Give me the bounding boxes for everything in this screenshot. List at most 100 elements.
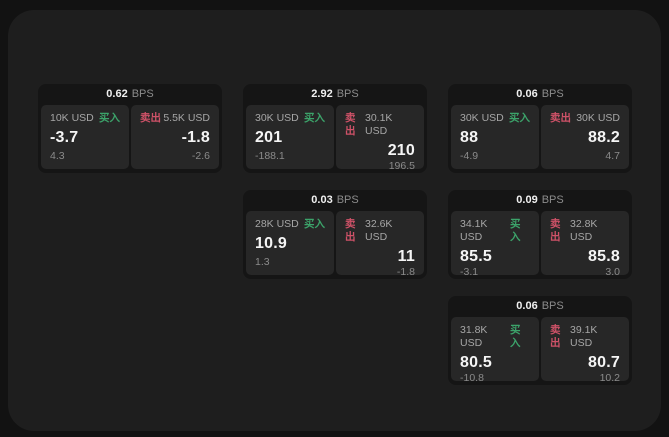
sell-size-label: 30.1K USD <box>364 112 393 137</box>
quote-card: 0.09 BPS 34.1K USD 买入 85.5 -3.1 卖出 32.8K… <box>448 190 632 279</box>
buy-tile-header: 28K USD 买入 <box>255 218 325 231</box>
bps-unit-label: BPS <box>541 194 564 206</box>
quote-card-body: 30K USD 买入 88 -4.9 卖出 30K USD 88.2 4.7 <box>451 105 629 169</box>
bps-value: 2.92 <box>311 88 333 100</box>
sell-button[interactable]: 卖出 <box>345 112 356 137</box>
bps-unit-label: BPS <box>336 88 359 100</box>
buy-size-label: 30K USD <box>255 112 299 124</box>
buy-sub-value: -10.8 <box>460 372 484 384</box>
sell-price: 210 <box>387 142 415 159</box>
buy-price: 88 <box>460 129 479 146</box>
bps-value: 0.62 <box>106 88 128 100</box>
sell-tile[interactable]: 卖出 32.6K USD 11 -1.8 <box>336 211 424 278</box>
buy-tile-header: 30K USD 买入 <box>255 112 325 125</box>
sell-button[interactable]: 卖出 <box>140 112 161 124</box>
quote-card: 0.06 BPS 30K USD 买入 88 -4.9 卖出 30K USD 8… <box>448 84 632 173</box>
buy-price: -3.7 <box>50 129 79 146</box>
bps-header: 0.06 BPS <box>451 296 629 317</box>
bps-value: 0.03 <box>311 194 333 206</box>
buy-size-label: 28K USD <box>255 218 299 230</box>
sell-tile[interactable]: 卖出 32.8K USD 85.8 3.0 <box>541 211 629 278</box>
buy-tile[interactable]: 30K USD 买入 201 -188.1 <box>246 105 334 169</box>
sell-button[interactable]: 卖出 <box>550 218 561 243</box>
buy-sub-value: 1.3 <box>255 256 270 268</box>
sell-tile-header: 卖出 32.6K USD <box>345 218 415 244</box>
sell-price: 80.7 <box>588 354 620 371</box>
bps-header: 2.92 BPS <box>246 84 424 105</box>
buy-sub-value: -188.1 <box>255 150 285 162</box>
buy-price: 10.9 <box>255 235 287 252</box>
buy-button[interactable]: 买入 <box>99 112 120 124</box>
buy-button[interactable]: 买入 <box>510 324 521 349</box>
sell-tile-header: 卖出 30K USD <box>550 112 620 125</box>
bps-header: 0.06 BPS <box>451 84 629 105</box>
sell-sub-value: -2.6 <box>191 150 210 162</box>
bps-value: 0.06 <box>516 300 538 312</box>
sell-tile-header: 卖出 39.1K USD <box>550 324 620 350</box>
sell-tile[interactable]: 卖出 5.5K USD -1.8 -2.6 <box>131 105 219 169</box>
buy-button[interactable]: 买入 <box>510 218 521 243</box>
buy-button[interactable]: 买入 <box>304 112 325 124</box>
buy-tile-header: 34.1K USD 买入 <box>460 218 530 244</box>
sell-tile[interactable]: 卖出 30K USD 88.2 4.7 <box>541 105 629 169</box>
sell-price: 85.8 <box>588 248 620 265</box>
sell-size-label: 39.1K USD <box>569 324 598 349</box>
bps-unit-label: BPS <box>541 300 564 312</box>
sell-button[interactable]: 卖出 <box>550 324 561 349</box>
buy-tile-header: 10K USD 买入 <box>50 112 120 125</box>
sell-size-label: 5.5K USD <box>163 112 210 124</box>
sell-sub-value: 3.0 <box>605 266 620 278</box>
sell-tile[interactable]: 卖出 39.1K USD 80.7 10.2 <box>541 317 629 384</box>
buy-size-label: 30K USD <box>460 112 504 124</box>
buy-button[interactable]: 买入 <box>509 112 530 124</box>
buy-tile-header: 30K USD 买入 <box>460 112 530 125</box>
sell-price: -1.8 <box>181 129 210 146</box>
quote-card-body: 31.8K USD 买入 80.5 -10.8 卖出 39.1K USD 80.… <box>451 317 629 384</box>
sell-price: 11 <box>397 248 415 265</box>
buy-size-label: 10K USD <box>50 112 94 124</box>
bps-unit-label: BPS <box>336 194 359 206</box>
bps-unit-label: BPS <box>131 88 154 100</box>
buy-tile[interactable]: 28K USD 买入 10.9 1.3 <box>246 211 334 275</box>
sell-tile-header: 卖出 32.8K USD <box>550 218 620 244</box>
buy-tile-header: 31.8K USD 买入 <box>460 324 530 350</box>
buy-price: 80.5 <box>460 354 492 371</box>
buy-sub-value: -3.1 <box>460 266 479 278</box>
sell-sub-value: 4.7 <box>605 150 620 162</box>
bps-value: 0.06 <box>516 88 538 100</box>
buy-size-label: 31.8K USD <box>460 324 488 349</box>
sell-tile-header: 卖出 30.1K USD <box>345 112 415 138</box>
sell-tile-header: 卖出 5.5K USD <box>140 112 210 125</box>
sell-tile[interactable]: 卖出 30.1K USD 210 196.5 <box>336 105 424 172</box>
bps-header: 0.09 BPS <box>451 190 629 211</box>
buy-tile[interactable]: 34.1K USD 买入 85.5 -3.1 <box>451 211 539 278</box>
quote-card-body: 30K USD 买入 201 -188.1 卖出 30.1K USD 210 1… <box>246 105 424 172</box>
bps-header: 0.62 BPS <box>41 84 219 105</box>
quote-card: 0.06 BPS 31.8K USD 买入 80.5 -10.8 卖出 39.1… <box>448 296 632 385</box>
buy-tile[interactable]: 10K USD 买入 -3.7 4.3 <box>41 105 129 169</box>
sell-sub-value: 196.5 <box>388 160 415 172</box>
quote-card-body: 28K USD 买入 10.9 1.3 卖出 32.6K USD 11 -1.8 <box>246 211 424 278</box>
buy-button[interactable]: 买入 <box>304 218 325 230</box>
sell-button[interactable]: 卖出 <box>550 112 571 124</box>
buy-tile[interactable]: 30K USD 买入 88 -4.9 <box>451 105 539 169</box>
sell-button[interactable]: 卖出 <box>345 218 356 243</box>
quote-card: 0.03 BPS 28K USD 买入 10.9 1.3 卖出 32.6K US… <box>243 190 427 279</box>
sell-size-label: 30K USD <box>576 112 620 124</box>
quote-card-body: 10K USD 买入 -3.7 4.3 卖出 5.5K USD -1.8 -2.… <box>41 105 219 169</box>
sell-size-label: 32.6K USD <box>364 218 393 243</box>
buy-sub-value: -4.9 <box>460 150 479 162</box>
sell-sub-value: -1.8 <box>396 266 415 278</box>
buy-tile[interactable]: 31.8K USD 买入 80.5 -10.8 <box>451 317 539 384</box>
bps-unit-label: BPS <box>541 88 564 100</box>
bps-header: 0.03 BPS <box>246 190 424 211</box>
quote-card: 2.92 BPS 30K USD 买入 201 -188.1 卖出 30.1K … <box>243 84 427 173</box>
buy-size-label: 34.1K USD <box>460 218 488 243</box>
main-panel: 0.62 BPS 10K USD 买入 -3.7 4.3 卖出 5.5K USD… <box>8 10 661 431</box>
buy-sub-value: 4.3 <box>50 150 65 162</box>
quote-card-body: 34.1K USD 买入 85.5 -3.1 卖出 32.8K USD 85.8… <box>451 211 629 278</box>
buy-price: 201 <box>255 129 283 146</box>
bps-value: 0.09 <box>516 194 538 206</box>
sell-price: 88.2 <box>588 129 620 146</box>
